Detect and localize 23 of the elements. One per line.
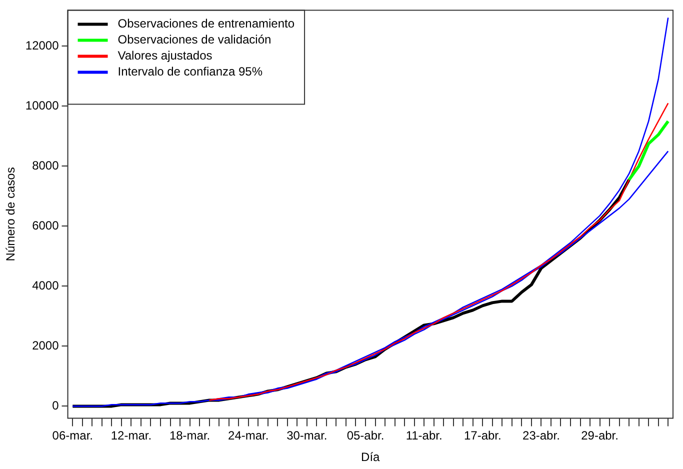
- x-tick-label: 29-abr.: [581, 428, 618, 443]
- x-tick-label: 11-abr.: [406, 428, 442, 443]
- y-tick-label: 0: [52, 398, 60, 413]
- legend-label: Observaciones de entrenamiento: [118, 16, 295, 31]
- y-axis-title: Número de casos: [4, 167, 18, 262]
- legend-label: Intervalo de confianza 95%: [118, 64, 263, 79]
- x-tick-label: 18-mar.: [169, 428, 210, 443]
- y-tick-label: 6000: [32, 218, 60, 233]
- y-tick-label: 12000: [25, 38, 60, 53]
- x-tick-label: 30-mar.: [286, 428, 328, 443]
- y-tick-label: 4000: [32, 278, 60, 293]
- legend-label: Observaciones de validación: [118, 32, 272, 47]
- legend-label: Valores ajustados: [118, 48, 212, 63]
- x-tick-label: 06-mar.: [52, 428, 93, 443]
- x-tick-label: 23-abr.: [522, 428, 560, 443]
- x-tick-label: 24-mar.: [228, 428, 269, 443]
- x-tick-label: 12-mar.: [110, 428, 152, 443]
- y-tick-label: 10000: [25, 98, 60, 113]
- x-axis-title: Día: [361, 450, 380, 464]
- x-tick-label: 05-abr.: [346, 428, 384, 443]
- y-tick-label: 2000: [32, 338, 60, 353]
- x-tick-label: 17-abr.: [464, 428, 502, 443]
- y-tick-label: 8000: [32, 158, 60, 173]
